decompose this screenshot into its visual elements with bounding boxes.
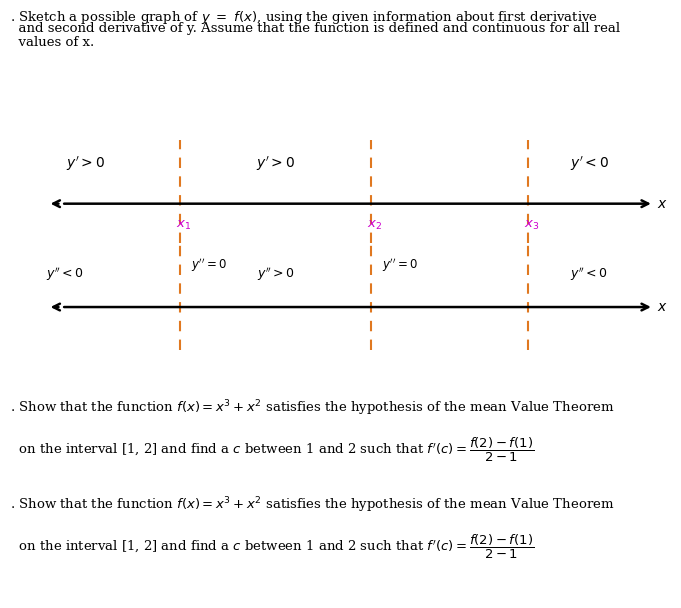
Text: $y' > 0$: $y' > 0$	[65, 155, 105, 173]
Text: $x_2$: $x_2$	[367, 219, 382, 232]
Text: . Show that the function $f(x) = x^3 + x^2$ satisfies the hypothesis of the mean: . Show that the function $f(x) = x^3 + x…	[10, 496, 615, 515]
Text: . Show that the function $f(x) = x^3 + x^2$ satisfies the hypothesis of the mean: . Show that the function $f(x) = x^3 + x…	[10, 398, 615, 418]
Text: $y''=0$: $y''=0$	[382, 256, 417, 274]
Text: $y' < 0$: $y' < 0$	[569, 155, 609, 173]
Text: on the interval [1, 2] and find a $c$ between 1 and 2 such that $f'(c) = \dfrac{: on the interval [1, 2] and find a $c$ be…	[10, 436, 535, 464]
Text: $y'' < 0$: $y'' < 0$	[46, 265, 84, 283]
Text: $y''=0$: $y''=0$	[191, 256, 227, 274]
Text: . Sketch a possible graph of $y\ =\ f(x)$, using the given information about fir: . Sketch a possible graph of $y\ =\ f(x)…	[10, 9, 598, 26]
Text: $x$: $x$	[657, 196, 668, 211]
Text: $x$: $x$	[657, 300, 668, 314]
Text: $y'' > 0$: $y'' > 0$	[257, 265, 295, 283]
Text: values of x.: values of x.	[10, 36, 95, 49]
Text: $y'' < 0$: $y'' < 0$	[570, 265, 608, 283]
Text: $x_3$: $x_3$	[524, 219, 539, 232]
Text: $y' > 0$: $y' > 0$	[256, 155, 296, 173]
Text: $x_1$: $x_1$	[176, 219, 191, 232]
Text: on the interval [1, 2] and find a $c$ between 1 and 2 such that $f'(c) = \dfrac{: on the interval [1, 2] and find a $c$ be…	[10, 533, 535, 561]
Text: and second derivative of y. Assume that the function is defined and continuous f: and second derivative of y. Assume that …	[10, 22, 620, 35]
